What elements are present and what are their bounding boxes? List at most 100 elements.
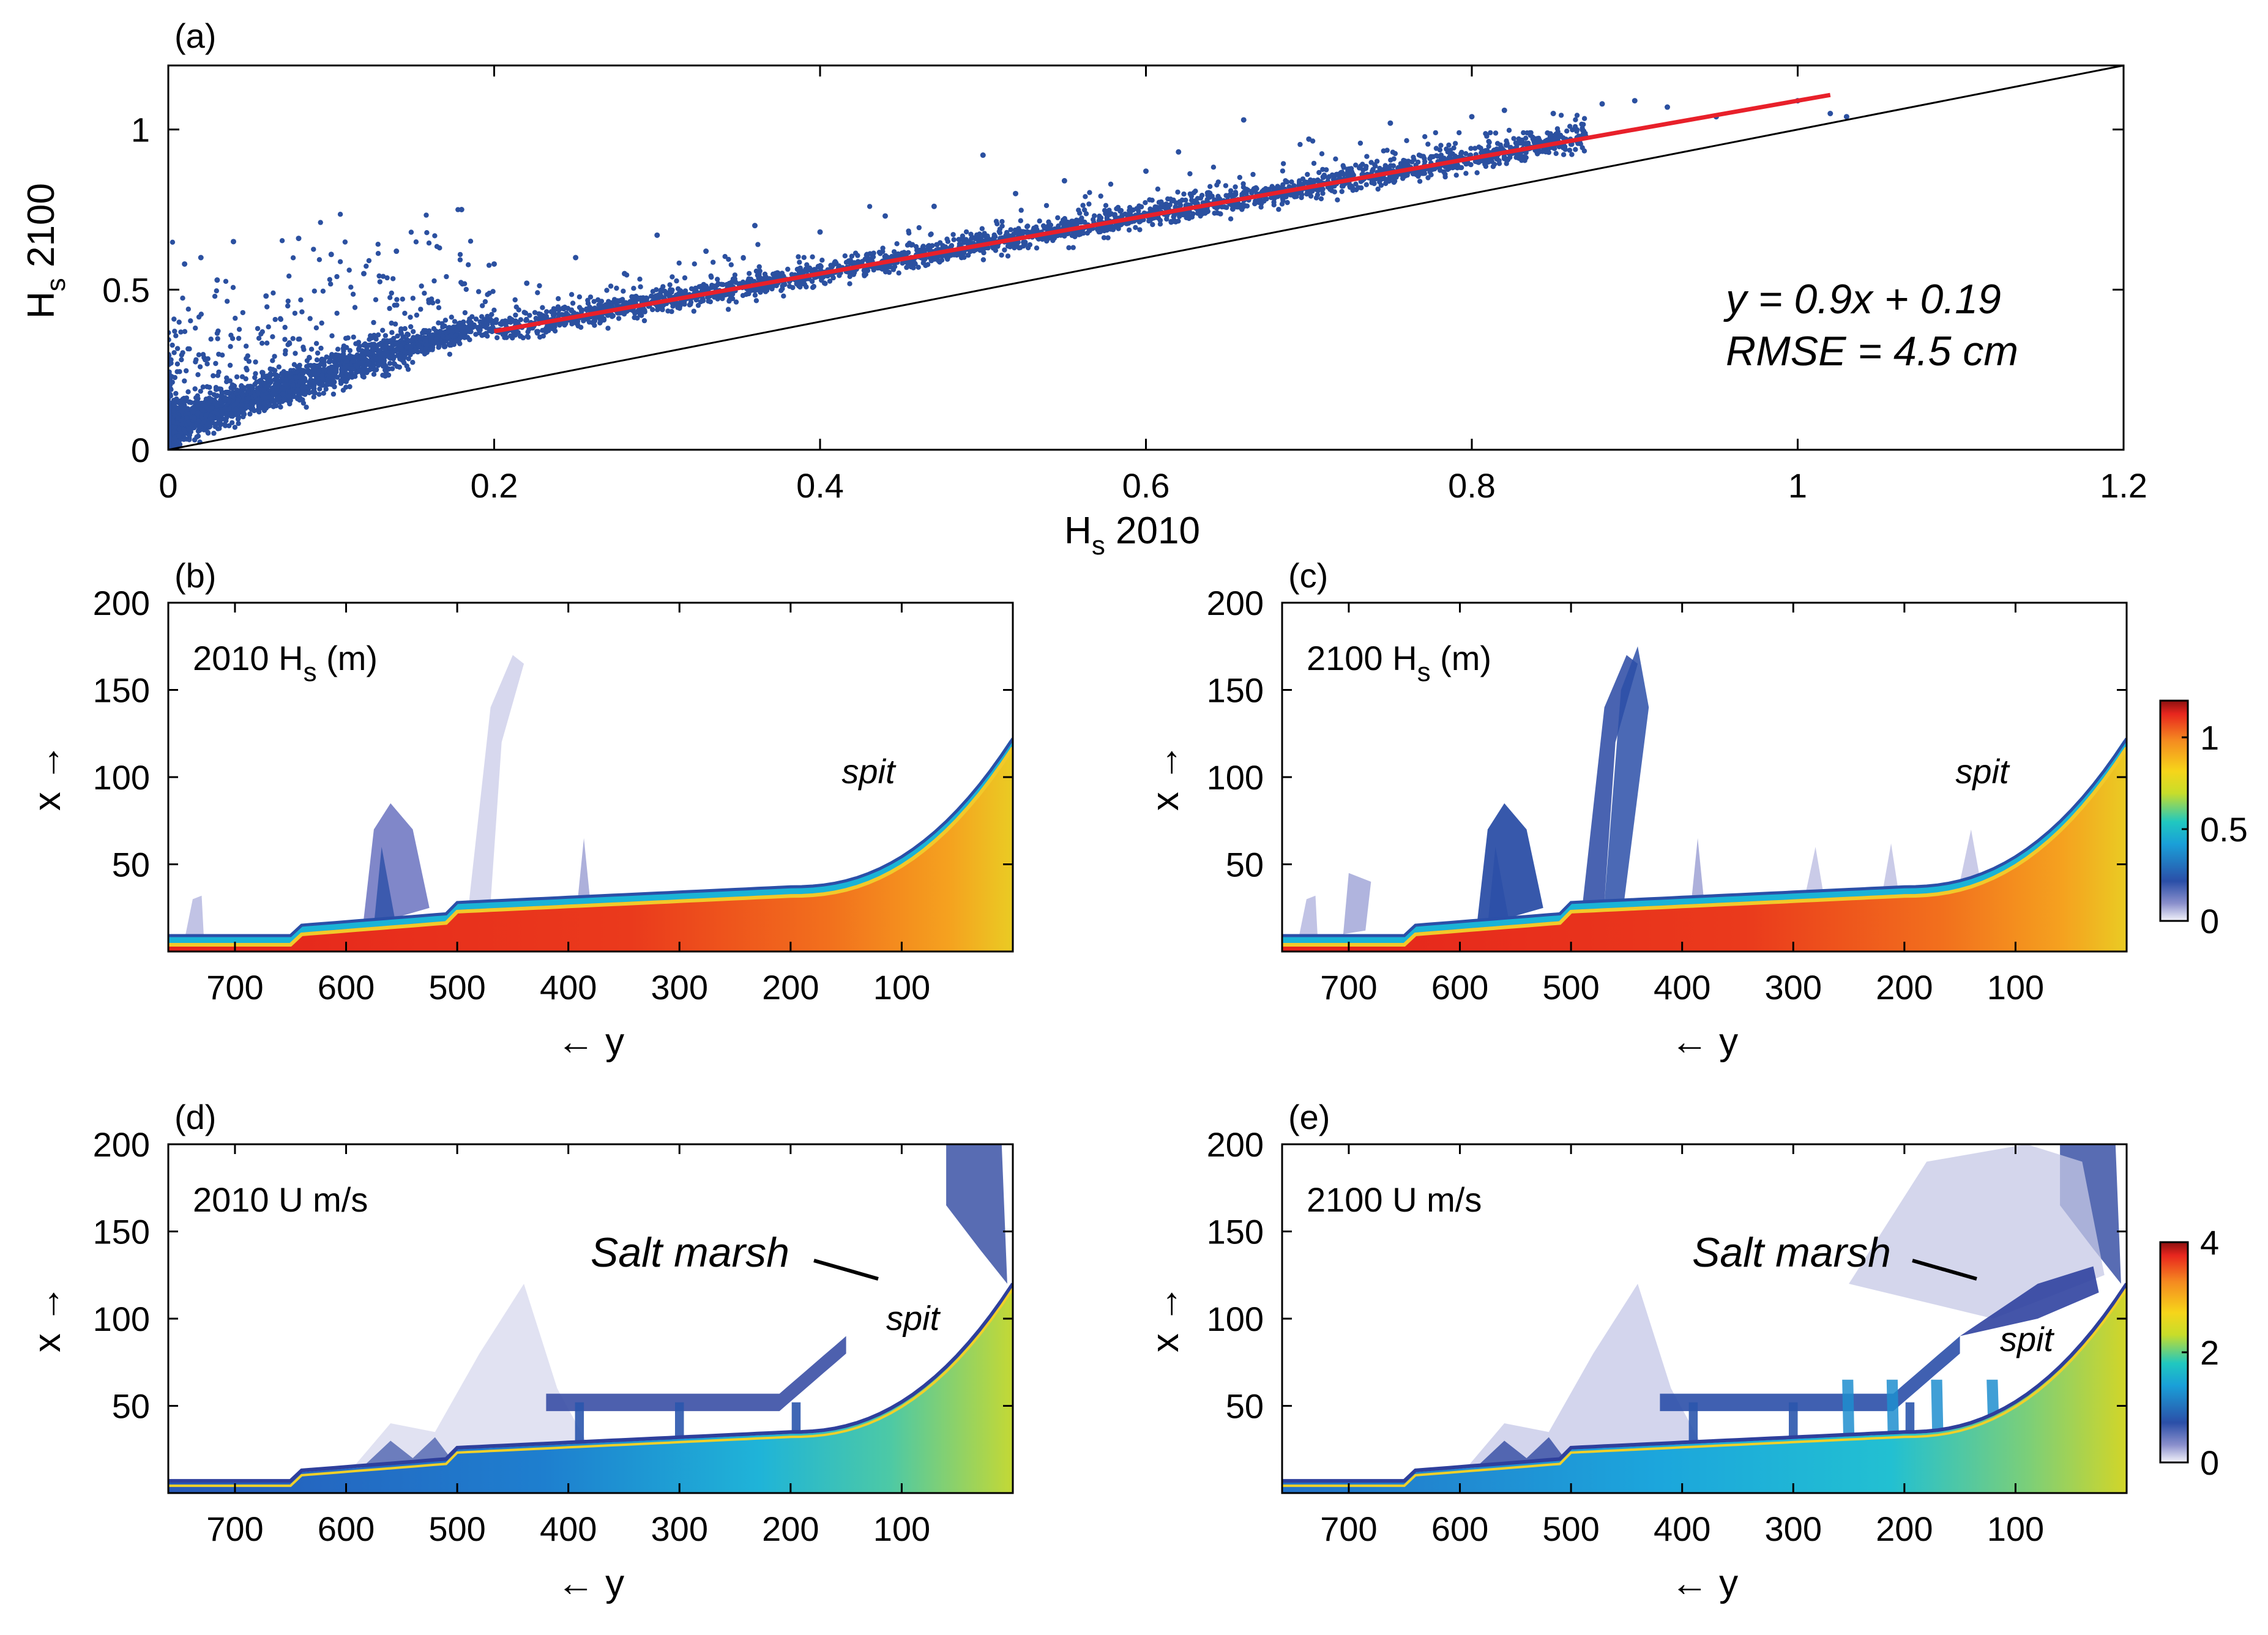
- scatter-point: [177, 369, 182, 374]
- scatter-point: [291, 362, 297, 367]
- scatter-point: [457, 251, 463, 258]
- scatter-point: [1425, 141, 1431, 147]
- scatter-point: [1580, 131, 1586, 136]
- scatter-point: [173, 390, 179, 397]
- scatter-point: [1526, 140, 1531, 146]
- scatter-point: [275, 382, 281, 387]
- scatter-point: [769, 286, 775, 292]
- scatter-point: [313, 325, 319, 330]
- scatter-point: [1390, 163, 1397, 169]
- scatter-point: [222, 422, 228, 427]
- scatter-point: [945, 239, 951, 244]
- scatter-point: [316, 392, 322, 397]
- scatter-point: [880, 245, 886, 251]
- scatter-point: [781, 293, 786, 299]
- scatter-point: [182, 329, 188, 334]
- scatter-point: [999, 223, 1005, 229]
- scatter-point: [264, 304, 270, 310]
- scatter-point: [253, 371, 258, 376]
- scatter-point: [196, 314, 202, 320]
- scatter-point: [829, 264, 835, 270]
- scatter-point: [1070, 218, 1076, 224]
- scatter-point: [1387, 174, 1392, 181]
- scatter-point: [1177, 214, 1182, 219]
- scatter-point: [1252, 201, 1258, 207]
- scatter-point: [335, 346, 341, 352]
- scatter-point: [650, 289, 656, 294]
- scatter-point: [371, 319, 376, 326]
- scatter-point: [442, 318, 449, 323]
- scatter-point: [197, 364, 203, 370]
- scatter-point: [711, 259, 716, 265]
- scatter-point: [365, 368, 370, 373]
- scatter-point: [669, 308, 674, 315]
- scatter-point: [1105, 235, 1111, 240]
- scatter-point: [296, 337, 301, 342]
- scatter-point: [894, 241, 900, 247]
- scatter-point: [377, 279, 382, 285]
- scatter-point: [1374, 158, 1380, 164]
- scatter-point: [280, 391, 285, 397]
- scatter-point: [1228, 216, 1234, 222]
- scatter-point: [389, 290, 394, 296]
- scatter-point: [670, 304, 676, 309]
- scatter-point: [243, 376, 248, 382]
- scatter-point: [375, 251, 381, 256]
- scatter-point: [978, 236, 983, 241]
- scatter-point: [1264, 196, 1269, 202]
- scatter-point: [311, 288, 317, 294]
- scatter-point: [726, 298, 732, 304]
- scatter-point: [747, 270, 752, 277]
- scatter-point: [316, 257, 323, 263]
- scatter-point: [1558, 113, 1564, 118]
- scatter-point: [476, 289, 482, 294]
- scatter-point: [733, 280, 739, 285]
- scatter-point: [389, 330, 395, 335]
- scatter-point: [236, 420, 241, 426]
- scatter-point: [504, 335, 509, 340]
- scatter-point: [937, 259, 942, 265]
- scatter-point: [1126, 220, 1132, 226]
- scatter-point: [439, 333, 446, 338]
- scatter-point: [842, 253, 848, 259]
- scatter-point: [193, 326, 198, 331]
- scatter-point: [311, 394, 316, 400]
- scatter-point: [1569, 152, 1575, 157]
- scatter-point: [1474, 170, 1480, 176]
- scatter-point: [347, 384, 353, 390]
- scatter-point: [1042, 226, 1048, 231]
- scatter-point: [718, 281, 725, 287]
- scatter-point: [1451, 145, 1457, 151]
- scatter-point: [823, 281, 828, 286]
- scatter-point: [173, 333, 179, 338]
- scatter-point: [728, 291, 734, 297]
- scatter-point: [387, 360, 393, 367]
- scatter-point: [318, 345, 324, 351]
- scatter-point: [414, 312, 420, 318]
- scatter-point: [1339, 184, 1345, 189]
- scatter-point: [276, 364, 282, 370]
- scatter-point: [698, 283, 704, 289]
- scatter-point: [1005, 253, 1011, 259]
- scatter-point: [569, 308, 574, 314]
- scatter-point: [423, 212, 429, 218]
- scatter-point: [906, 240, 912, 246]
- scatter-point: [1016, 226, 1021, 231]
- scatter-point: [387, 345, 393, 351]
- scatter-point: [1206, 190, 1212, 195]
- scatter-point: [196, 352, 202, 357]
- scatter-point: [1511, 136, 1516, 141]
- scatter-point: [810, 254, 815, 259]
- scatter-point: [674, 278, 679, 284]
- scatter-point: [307, 390, 312, 395]
- scatter-point: [291, 382, 296, 388]
- scatter-point: [193, 395, 199, 401]
- scatter-point: [286, 274, 292, 279]
- scatter-point: [473, 316, 479, 322]
- scatter-point: [206, 420, 211, 426]
- scatter-point: [1234, 204, 1240, 210]
- scatter-point: [892, 264, 898, 269]
- scatter-point: [282, 337, 288, 342]
- scatter-point: [789, 272, 795, 277]
